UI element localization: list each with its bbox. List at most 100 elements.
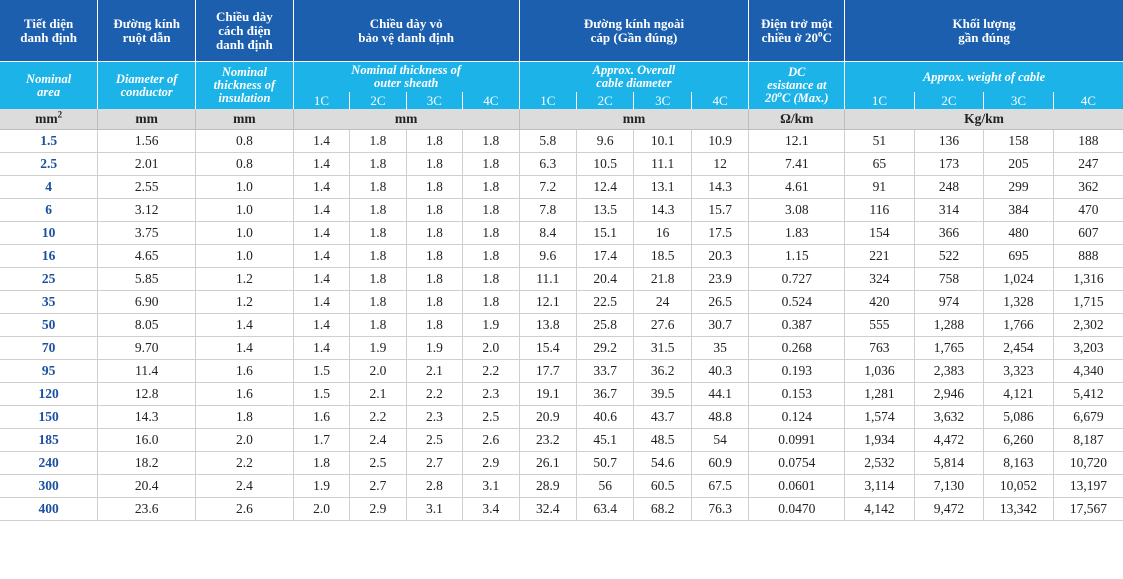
table-row: 400 23.6 2.6 2.0 2.9 3.1 3.4 32.4 63.4 68.2 76.3 0.… xyxy=(0,497,1123,521)
table-cell: 12.8 xyxy=(97,382,197,406)
core-label-diameter: 3C xyxy=(633,92,692,109)
table-cell: 28.9 xyxy=(519,474,578,498)
table-cell: 1.7 xyxy=(293,428,351,452)
table-cell: 1.8 xyxy=(406,244,464,268)
table-cell: 2.6 xyxy=(195,497,294,521)
table-cell: 205 xyxy=(983,152,1054,176)
table-cell: 2.5 xyxy=(462,405,520,429)
nominal-area-cell: 95 xyxy=(0,359,99,383)
table-cell: 1,574 xyxy=(844,405,915,429)
table-cell: 18.5 xyxy=(633,244,692,268)
table-cell: 1.8 xyxy=(349,152,407,176)
nominal-area-cell: 50 xyxy=(0,313,99,337)
table-cell: 1.8 xyxy=(293,451,351,475)
table-cell: 2,383 xyxy=(914,359,985,383)
table-cell: 2.2 xyxy=(195,451,294,475)
table-cell: 1.8 xyxy=(406,175,464,199)
table-cell: 13,197 xyxy=(1053,474,1123,498)
table-cell: 1.0 xyxy=(195,244,294,268)
table-cell: 0.0470 xyxy=(748,497,846,521)
table-cell: 16 xyxy=(633,221,692,245)
core-label-sheath: 4C xyxy=(462,92,520,109)
header-row-english: Nominal area Diameter of conductor Nomin… xyxy=(0,61,1123,109)
table-cell: 3.1 xyxy=(462,474,520,498)
unit-weight: Kg/km xyxy=(844,109,1123,130)
table-cell: 1.8 xyxy=(462,290,520,314)
table-row: 2.5 2.01 0.8 1.4 1.8 1.8 1.8 6.3 10.5 11.1 12 7.41 6… xyxy=(0,152,1123,176)
table-cell: 3,632 xyxy=(914,405,985,429)
table-cell: 4,121 xyxy=(983,382,1054,406)
table-cell: 3.1 xyxy=(406,497,464,521)
table-cell: 0.387 xyxy=(748,313,846,337)
table-cell: 2.5 xyxy=(349,451,407,475)
table-cell: 1.4 xyxy=(293,267,351,291)
table-cell: 12.1 xyxy=(519,290,578,314)
unit-resistance: Ω/km xyxy=(748,109,846,130)
table-cell: 30.7 xyxy=(691,313,750,337)
table-cell: 11.4 xyxy=(97,359,197,383)
table-cell: 17,567 xyxy=(1053,497,1123,521)
table-cell: 23.6 xyxy=(97,497,197,521)
table-cell: 1.9 xyxy=(406,336,464,360)
table-cell: 3,114 xyxy=(844,474,915,498)
table-cell: 12.4 xyxy=(576,175,635,199)
core-label-diameter: 1C xyxy=(519,92,578,109)
table-row: 35 6.90 1.2 1.4 1.8 1.8 1.8 12.1 22.5 24 26.5 0.524… xyxy=(0,290,1123,314)
table-cell: 8,163 xyxy=(983,451,1054,475)
table-cell: 13.8 xyxy=(519,313,578,337)
table-cell: 314 xyxy=(914,198,985,222)
table-cell: 1.8 xyxy=(406,221,464,245)
table-cell: 8.4 xyxy=(519,221,578,245)
table-cell: 1.8 xyxy=(406,267,464,291)
table-cell: 763 xyxy=(844,336,915,360)
nominal-area-cell: 1.5 xyxy=(0,129,99,153)
table-cell: 14.3 xyxy=(691,175,750,199)
table-cell: 1.4 xyxy=(195,336,294,360)
table-cell: 1.6 xyxy=(293,405,351,429)
table-cell: 1.0 xyxy=(195,221,294,245)
table-cell: 8.05 xyxy=(97,313,197,337)
table-cell: 19.1 xyxy=(519,382,578,406)
nominal-area-cell: 150 xyxy=(0,405,99,429)
table-cell: 48.8 xyxy=(691,405,750,429)
nominal-area-cell: 35 xyxy=(0,290,99,314)
table-cell: 60.5 xyxy=(633,474,692,498)
table-cell: 3.12 xyxy=(97,198,197,222)
table-cell: 2,302 xyxy=(1053,313,1123,337)
table-cell: 1.8 xyxy=(462,221,520,245)
table-cell: 1.8 xyxy=(195,405,294,429)
table-cell: 5.85 xyxy=(97,267,197,291)
table-cell: 2.0 xyxy=(462,336,520,360)
table-cell: 40.6 xyxy=(576,405,635,429)
table-cell: 7.2 xyxy=(519,175,578,199)
table-cell: 9.70 xyxy=(97,336,197,360)
table-cell: 17.7 xyxy=(519,359,578,383)
table-cell: 1,316 xyxy=(1053,267,1123,291)
table-row: 185 16.0 2.0 1.7 2.4 2.5 2.6 23.2 45.1 48.5 54 0.09… xyxy=(0,428,1123,452)
table-cell: 18.2 xyxy=(97,451,197,475)
table-cell: 20.4 xyxy=(576,267,635,291)
table-cell: 2.2 xyxy=(462,359,520,383)
nominal-area-cell: 120 xyxy=(0,382,99,406)
header-diameter-en: Approx. Overall cable diameter xyxy=(519,61,750,92)
table-cell: 5,814 xyxy=(914,451,985,475)
table-cell: 1.8 xyxy=(462,152,520,176)
table-row: 150 14.3 1.8 1.6 2.2 2.3 2.5 20.9 40.6 43.7 48.8 0.… xyxy=(0,405,1123,429)
table-cell: 48.5 xyxy=(633,428,692,452)
table-cell: 17.5 xyxy=(691,221,750,245)
table-cell: 1,328 xyxy=(983,290,1054,314)
header-insulation-vn: Chiều dày cách điện danh định xyxy=(195,0,294,62)
table-cell: 60.9 xyxy=(691,451,750,475)
table-row: 4 2.55 1.0 1.4 1.8 1.8 1.8 7.2 12.4 13.1 14.3 4.61 9… xyxy=(0,175,1123,199)
table-cell: 20.4 xyxy=(97,474,197,498)
nominal-area-cell: 70 xyxy=(0,336,99,360)
table-cell: 40.3 xyxy=(691,359,750,383)
table-cell: 1.4 xyxy=(293,175,351,199)
table-cell: 36.2 xyxy=(633,359,692,383)
table-cell: 0.268 xyxy=(748,336,846,360)
table-row: 1.5 1.56 0.8 1.4 1.8 1.8 1.8 5.8 9.6 10.1 10.9 12.1… xyxy=(0,129,1123,153)
table-cell: 1.8 xyxy=(462,198,520,222)
table-header: Tiết diện danh định Đường kính ruột dẫn … xyxy=(0,0,1123,130)
table-cell: 21.8 xyxy=(633,267,692,291)
table-cell: 2.1 xyxy=(406,359,464,383)
